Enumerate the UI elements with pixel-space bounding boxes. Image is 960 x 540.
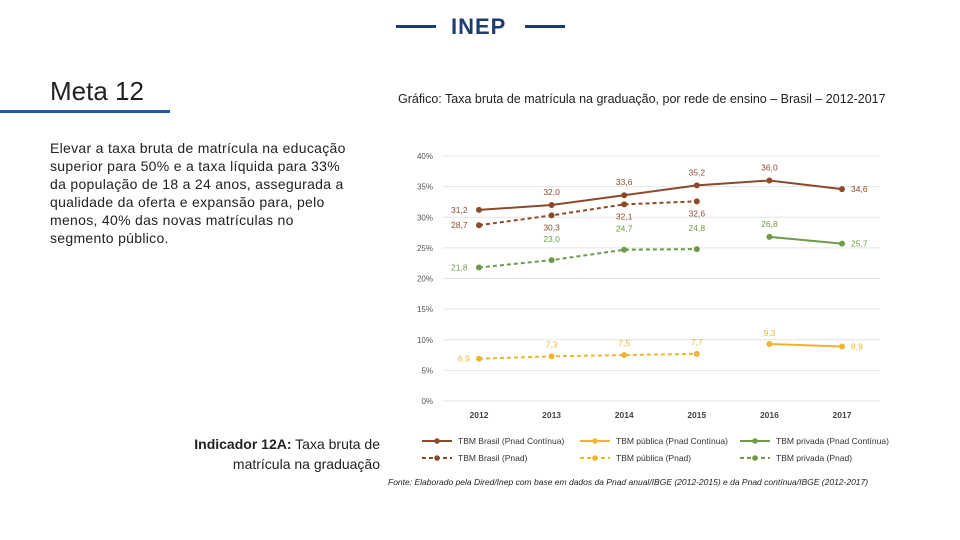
x-tick-label: 2012 — [470, 410, 489, 420]
data-label: 21,8 — [451, 262, 468, 272]
data-point — [548, 202, 555, 208]
legend-item: TBM pública (Pnad Contínua) — [578, 436, 728, 446]
data-labels: 31,2 32,0 33,6 35,2 36,0 34,6 9,3 8,9 26,8 25,7 28… — [451, 163, 868, 364]
series-line — [769, 235, 843, 245]
data-label: 25,7 — [851, 239, 868, 249]
data-label: 28,7 — [451, 220, 468, 230]
legend-label: TBM Brasil (Pnad Contínua) — [458, 436, 565, 446]
data-label: 30,3 — [543, 222, 560, 232]
data-label: 23,0 — [543, 234, 560, 244]
legend-label: TBM privada (Pnad Contínua) — [776, 436, 889, 446]
x-axis: 2012 2013 2014 2015 2016 2017 — [470, 410, 852, 420]
series-line — [478, 200, 697, 227]
legend-item: TBM Brasil (Pnad Contínua) — [420, 436, 564, 446]
series-points — [476, 177, 845, 362]
indicator-caption: Indicador 12A: Taxa bruta de matrícula n… — [180, 434, 380, 474]
data-label: 34,6 — [851, 184, 868, 194]
data-label: 24,8 — [689, 223, 706, 233]
y-tick-label: 5% — [421, 366, 433, 375]
series-lines — [478, 179, 843, 360]
data-label: 33,6 — [616, 177, 633, 187]
y-tick-label: 0% — [421, 397, 433, 406]
data-point — [839, 343, 845, 350]
data-point — [476, 264, 482, 271]
data-label: 35,2 — [689, 167, 706, 177]
data-point — [621, 201, 628, 208]
data-point — [766, 341, 773, 348]
data-label: 32,1 — [616, 211, 633, 221]
data-point — [621, 192, 628, 199]
series-line — [478, 248, 697, 269]
legend-label: TBM privada (Pnad) — [776, 453, 853, 463]
data-point — [548, 212, 555, 219]
data-point — [476, 355, 482, 362]
data-label: 32,0 — [543, 187, 560, 197]
series-line — [478, 352, 697, 360]
y-tick-label: 20% — [417, 275, 433, 284]
data-label: 24,7 — [616, 224, 633, 234]
data-point — [693, 246, 700, 253]
legend-label: TBM Brasil (Pnad) — [458, 453, 528, 463]
data-point — [548, 353, 555, 360]
logo-line-left — [396, 25, 436, 28]
y-tick-label: 30% — [417, 213, 433, 222]
data-point — [621, 246, 628, 253]
data-point — [621, 352, 628, 359]
legend-label: TBM pública (Pnad Contínua) — [616, 436, 728, 446]
y-axis: 0% 5% 10% 15% 20% 25% 30% 35% 40% — [417, 152, 433, 406]
source-note: Fonte: Elaborado pela Dired/Inep com bas… — [388, 477, 869, 487]
indicator-text: Taxa bruta de matrícula na graduação — [232, 436, 380, 472]
data-label: 7,3 — [546, 339, 558, 349]
y-tick-label: 25% — [417, 244, 433, 253]
data-point — [766, 177, 773, 184]
legend-label: TBM pública (Pnad) — [616, 453, 692, 463]
x-tick-label: 2015 — [687, 410, 706, 420]
series-line — [478, 179, 843, 211]
y-tick-label: 15% — [417, 305, 433, 314]
title-underline — [0, 110, 170, 113]
chart-legend: TBM Brasil (Pnad Contínua) TBM Brasil (P… — [408, 436, 898, 468]
legend-item: TBM pública (Pnad) — [578, 453, 691, 463]
x-tick-label: 2013 — [542, 410, 561, 420]
logo-line-right — [525, 25, 565, 28]
legend-item: TBM privada (Pnad) — [738, 453, 852, 463]
slide-title: Meta 12 — [50, 76, 144, 106]
y-tick-label: 10% — [417, 336, 433, 345]
x-tick-label: 2017 — [833, 410, 852, 420]
grid-lines — [443, 155, 880, 402]
data-label: 6,9 — [458, 354, 470, 364]
data-label: 7,7 — [691, 337, 703, 347]
data-label: 26,8 — [761, 219, 778, 229]
data-point — [766, 233, 773, 240]
chart-title: Gráfico: Taxa bruta de matrícula na grad… — [398, 92, 886, 106]
data-label: 9,3 — [763, 328, 775, 338]
data-point — [476, 222, 482, 229]
x-tick-label: 2016 — [760, 410, 779, 420]
legend-item: TBM privada (Pnad Contínua) — [738, 436, 889, 446]
y-tick-label: 35% — [417, 183, 433, 192]
goal-text: Elevar a taxa bruta de matrícula na educ… — [50, 140, 346, 246]
data-point — [693, 182, 700, 189]
data-label: 31,2 — [451, 205, 468, 215]
legend-item: TBM Brasil (Pnad) — [420, 453, 527, 463]
data-point — [839, 240, 845, 247]
data-label: 8,9 — [851, 341, 863, 351]
data-point — [839, 186, 845, 193]
y-tick-label: 40% — [417, 152, 433, 161]
data-label: 36,0 — [761, 163, 778, 173]
inep-logo: INEP — [451, 14, 507, 39]
x-tick-label: 2014 — [615, 410, 634, 420]
data-point — [693, 350, 700, 357]
series-line — [769, 343, 843, 348]
data-point — [548, 257, 555, 264]
data-label: 32,6 — [689, 208, 706, 218]
data-point — [476, 206, 482, 213]
data-label: 7,5 — [618, 338, 630, 348]
data-point — [693, 198, 700, 205]
indicator-label: Indicador 12A: — [194, 436, 292, 452]
